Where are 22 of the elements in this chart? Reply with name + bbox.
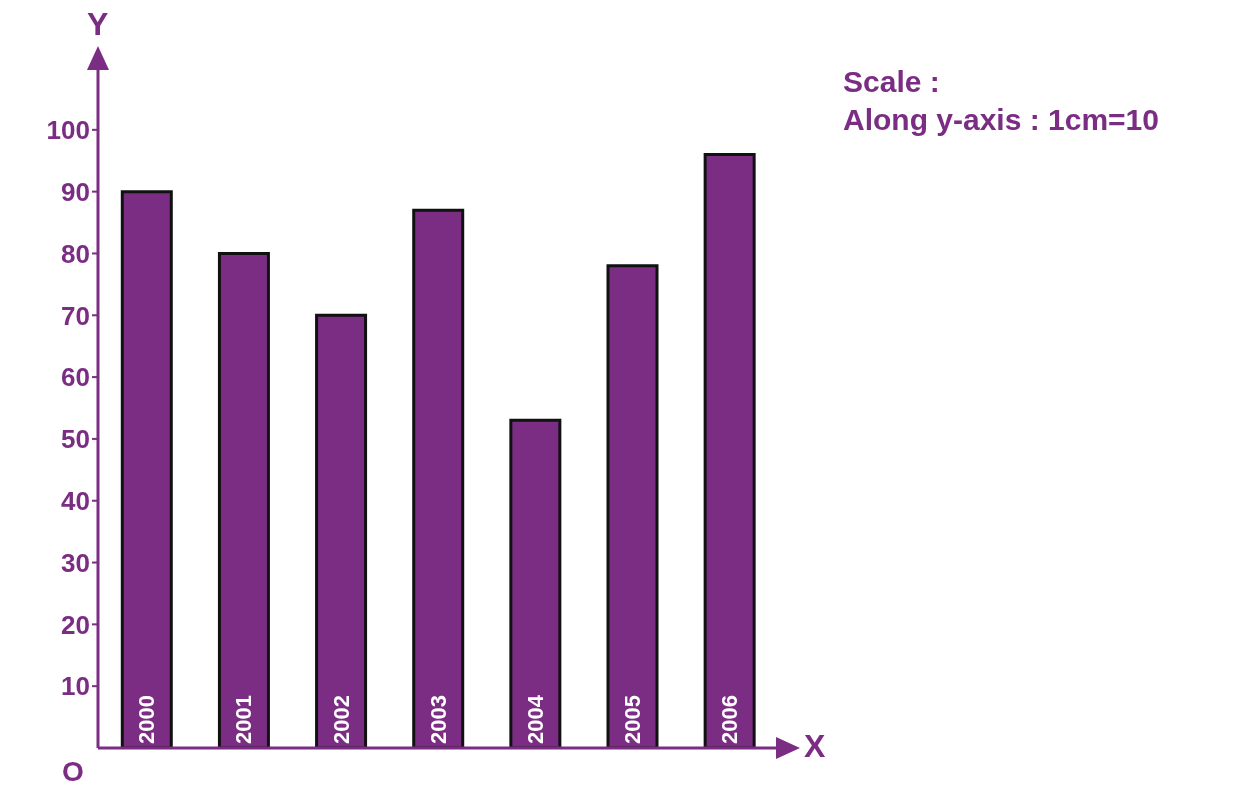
- x-tick-label: 2005: [619, 695, 645, 744]
- y-tick-label: 20: [61, 609, 90, 640]
- x-axis-title: X: [804, 728, 826, 765]
- text: O: [62, 756, 84, 788]
- y-tick-label: 30: [61, 547, 90, 578]
- text: Scale :: [843, 64, 941, 100]
- y-tick-label: 10: [61, 671, 90, 702]
- x-tick-label: 2006: [717, 695, 743, 744]
- x-tick-label: 2000: [134, 695, 160, 744]
- x-tick-label: 2003: [425, 695, 451, 744]
- y-tick-label: 80: [61, 238, 90, 269]
- y-tick-label: 70: [61, 300, 90, 331]
- y-tick-label: 90: [61, 176, 90, 207]
- y-tick-label: 50: [61, 424, 90, 455]
- y-axis-title: Y: [87, 6, 109, 43]
- text: Along y-axis : 1cm=10: [843, 102, 1159, 138]
- y-tick-label: 100: [46, 115, 90, 146]
- y-tick-label: 40: [61, 485, 90, 516]
- x-tick-label: 2004: [522, 694, 548, 744]
- x-tick-label: 2002: [328, 695, 354, 744]
- x-tick-label: 2001: [231, 695, 257, 744]
- y-tick-label: 60: [61, 362, 90, 393]
